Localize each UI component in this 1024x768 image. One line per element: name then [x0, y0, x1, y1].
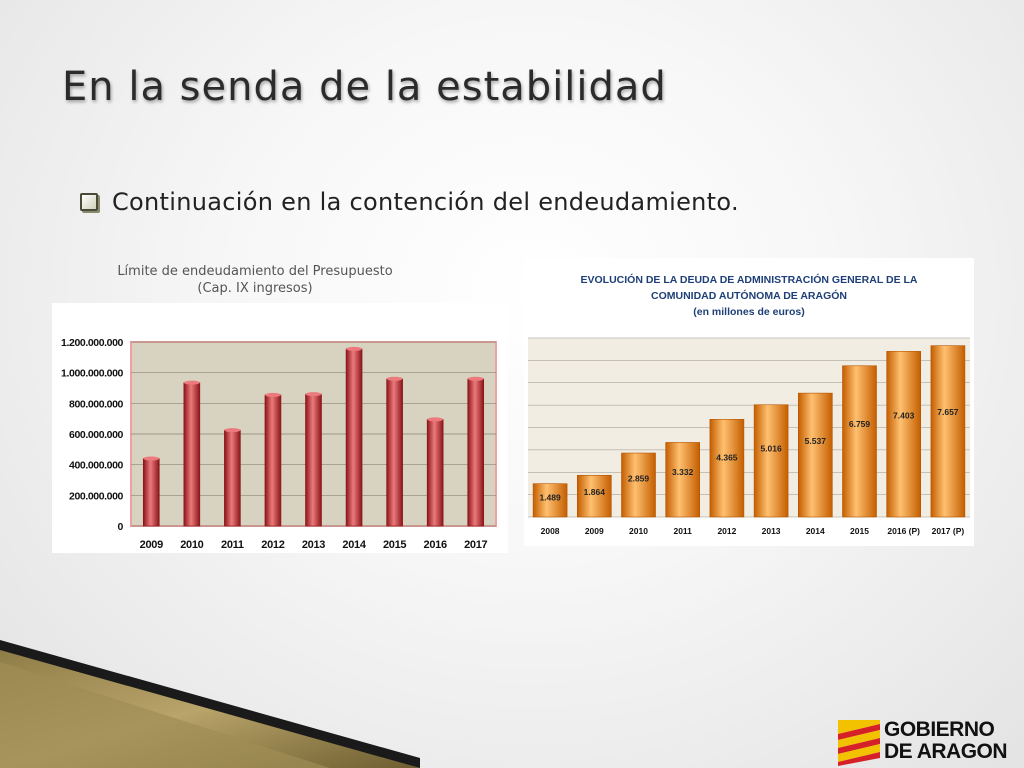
chart1-bar-top [224, 428, 241, 433]
chart2-bar [709, 419, 745, 518]
aragon-flag-icon [838, 720, 880, 766]
chart2-bar [753, 404, 789, 518]
chart2-bar [576, 474, 612, 518]
chart2-container: EVOLUCIÓN DE LA DEUDA DE ADMINISTRACIÓN … [524, 258, 974, 546]
chart2-xtick-label: 2008 [541, 526, 560, 536]
chart2-bar [930, 345, 966, 518]
chart1-xtick-label: 2015 [383, 539, 406, 551]
chart2-bar [797, 392, 833, 518]
chart1-xtick-label: 2016 [424, 539, 447, 551]
chart1-title-line1: Límite de endeudamiento del Presupuesto [117, 264, 393, 279]
chart1-bar-top [386, 376, 403, 381]
chart1-ytick-label: 200.000.000 [69, 490, 124, 502]
chart2-xtick-label: 2015 [850, 526, 869, 536]
chart1-xtick-label: 2017 [464, 539, 487, 551]
chart1-bar [305, 393, 322, 527]
chart2-xtick-label: 2017 (P) [932, 526, 965, 536]
chart2-xtick-label: 2014 [806, 526, 825, 536]
chart1-bar [224, 429, 241, 527]
bullet-item: Continuación en la contención del endeud… [80, 188, 739, 216]
chart2-value-label: 6.759 [849, 419, 871, 429]
chart1-bar-top [143, 456, 160, 461]
chart1-xtick-label: 2014 [342, 539, 366, 551]
chart2-title-line2: COMUNIDAD AUTÓNOMA DE ARAGÓN [651, 290, 847, 302]
chart1-bar [426, 419, 444, 527]
chart1-bar-top [183, 380, 200, 385]
chart1-bar-top [467, 376, 484, 381]
chart1-xtick-label: 2010 [180, 539, 203, 551]
chart1-bar-top [427, 417, 444, 422]
chart2-title-line1: EVOLUCIÓN DE LA DEUDA DE ADMINISTRACIÓN … [580, 274, 918, 286]
chart2-xtick-label: 2010 [629, 526, 648, 536]
chart1-xtick-label: 2012 [261, 539, 284, 551]
chart2-value-label: 1.489 [539, 492, 561, 502]
chart1-ytick-label: 0 [118, 521, 124, 533]
logo-line2: DE ARAGON [884, 740, 1008, 763]
chart1-title: Límite de endeudamiento del Presupuesto … [80, 263, 430, 297]
decorative-corner-stripes [0, 640, 420, 768]
bullet-text: Continuación en la contención del endeud… [112, 188, 739, 216]
checkbox-bullet-icon [80, 193, 98, 211]
chart2-title-line3: (en millones de euros) [693, 306, 805, 318]
chart1-ytick-label: 600.000.000 [69, 429, 124, 441]
chart1-bar [467, 378, 485, 527]
chart1-bar [264, 394, 282, 527]
chart2-value-label: 7.657 [937, 407, 959, 417]
chart1-svg: 0 200.000.000 400.000.000 600.000.000 800.00… [61, 337, 497, 551]
chart2-value-label: 4.365 [716, 452, 738, 462]
chart1-title-line2: (Cap. IX ingresos) [197, 281, 313, 296]
chart2-bar [886, 351, 922, 518]
chart1-bar [183, 382, 201, 527]
chart1-ytick-label: 800.000.000 [69, 398, 124, 410]
chart1-ytick-label: 400.000.000 [69, 460, 124, 472]
chart1-bar [386, 378, 403, 527]
chart2-bar [621, 452, 656, 518]
chart1-ytick-label: 1.000.000.000 [61, 368, 124, 380]
chart1-bar-top [346, 346, 363, 351]
chart2-bar [665, 442, 700, 518]
chart2-xtick-label: 2013 [762, 526, 781, 536]
chart2-value-label: 5.016 [760, 443, 782, 453]
chart2-value-label: 5.537 [805, 436, 827, 446]
chart1-xtick-label: 2013 [302, 539, 325, 551]
chart1-bar-top [264, 392, 281, 397]
chart2-title: EVOLUCIÓN DE LA DEUDA DE ADMINISTRACIÓN … [524, 272, 974, 320]
chart1-bar [345, 348, 363, 527]
chart1-xtick-label: 2011 [221, 539, 244, 551]
chart1-container: 0 200.000.000 400.000.000 600.000.000 800.00… [52, 303, 508, 553]
slide-title: En la senda de la estabilidad [62, 64, 667, 110]
chart1-bar-top [305, 392, 322, 397]
chart2-xtick-label: 2016 (P) [887, 526, 920, 536]
chart2-xtick-label: 2012 [717, 526, 736, 536]
chart1-xtick-label: 2009 [140, 539, 163, 551]
chart2-value-label: 1.864 [584, 487, 606, 497]
chart2-xtick-label: 2009 [585, 526, 604, 536]
logo-line1: GOBIERNO [884, 718, 995, 741]
chart2-bar [532, 483, 568, 518]
chart2-value-label: 7.403 [893, 410, 915, 420]
chart2-value-label: 3.332 [672, 467, 694, 477]
chart1-ytick-label: 1.200.000.000 [61, 337, 124, 349]
gobierno-aragon-logo: GOBIERNO DE ARAGON [838, 718, 1024, 768]
chart2-svg: 1.489 1.864 2.859 3.332 4.365 5.016 5.537 6.759… [528, 337, 970, 536]
chart2-value-label: 2.859 [628, 473, 650, 483]
chart2-xtick-label: 2011 [673, 526, 692, 536]
chart2-bar [842, 365, 877, 518]
chart1-bar [142, 458, 160, 527]
